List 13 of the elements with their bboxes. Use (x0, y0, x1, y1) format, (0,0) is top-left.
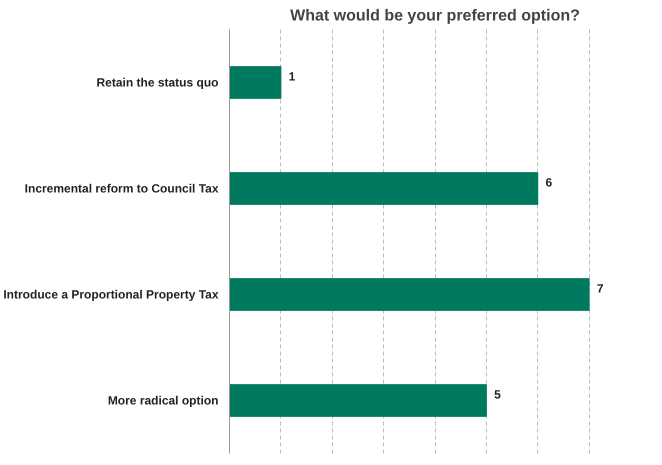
y-tick-label: Incremental reform to Council Tax (24, 182, 219, 196)
bar (230, 66, 282, 99)
bar (230, 384, 487, 417)
bar (230, 172, 538, 205)
data-label: 1 (288, 70, 296, 84)
data-label: 5 (494, 388, 502, 402)
y-tick-label: Introduce a Proportional Property Tax (3, 288, 219, 302)
bar (230, 278, 590, 311)
data-label: 7 (596, 282, 604, 296)
chart-title: What would be your preferred option? (290, 8, 580, 24)
data-label: 6 (545, 176, 552, 190)
y-tick-label: More radical option (108, 394, 219, 408)
y-tick-label: Retain the status quo (96, 76, 219, 90)
